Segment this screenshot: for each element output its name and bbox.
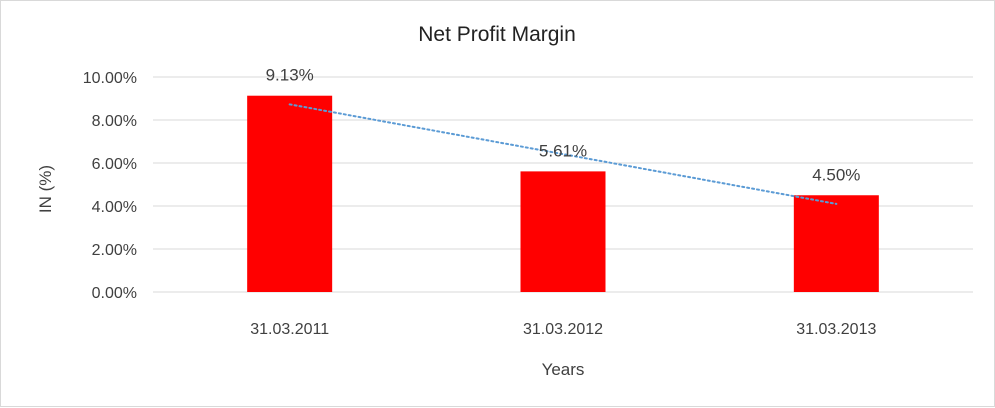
axis-ticks: 0.00% 2.00% 4.00% 6.00% 8.00% 10.00% 31.03.201… — [83, 70, 877, 338]
y-tick-label: 4.00% — [92, 199, 137, 216]
y-tick-label: 2.00% — [92, 242, 137, 259]
trendline-path — [288, 103, 838, 205]
y-tick-label: 0.00% — [92, 285, 137, 302]
x-axis-label: Years — [542, 360, 585, 379]
data-label: 5.61% — [539, 141, 587, 160]
y-axis-label: IN (%) — [36, 165, 55, 213]
chart-title: Net Profit Margin — [418, 23, 576, 46]
bar — [793, 195, 879, 292]
y-tick-label: 10.00% — [83, 70, 137, 87]
y-tick-label: 8.00% — [92, 113, 137, 130]
trendline — [288, 103, 838, 205]
y-tick-label: 6.00% — [92, 156, 137, 173]
data-label: 4.50% — [812, 165, 860, 184]
bar — [520, 171, 606, 292]
x-tick-label: 31.03.2013 — [796, 321, 876, 338]
data-labels: 9.13% 5.61% 4.50% — [266, 66, 861, 185]
x-tick-label: 31.03.2011 — [250, 321, 329, 338]
x-tick-label: 31.03.2012 — [523, 321, 603, 338]
data-label: 9.13% — [266, 66, 314, 85]
bars — [247, 95, 879, 292]
bar — [247, 95, 333, 292]
